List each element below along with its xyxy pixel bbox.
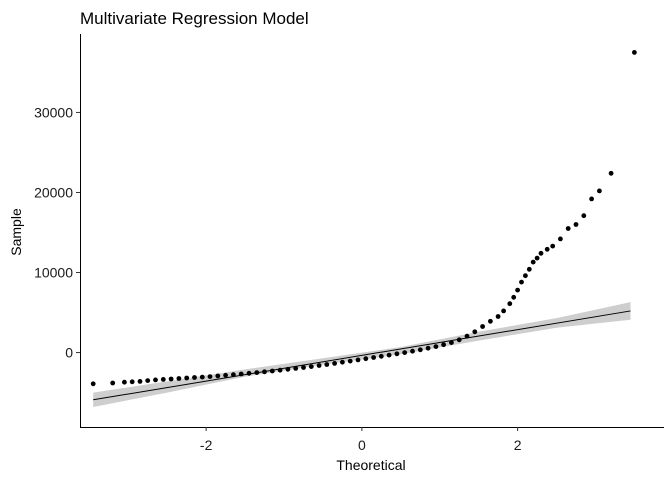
data-point [530,259,536,265]
data-point [425,345,431,351]
data-point [223,372,229,378]
data-point [90,381,96,387]
data-point [538,250,544,256]
x-tick-label: 2 [514,437,522,453]
y-tick-label: 30000 [34,104,73,120]
data-point [394,351,400,357]
data-point [597,188,602,194]
data-point [184,375,190,381]
data-point [544,246,550,252]
data-point [402,350,408,355]
y-tick-label: 10000 [34,265,73,281]
confidence-band [93,302,631,407]
data-point [293,366,299,371]
data-point [386,352,392,358]
data-point [308,364,314,369]
data-point [519,279,524,285]
data-point [511,294,517,300]
data-point [207,374,213,379]
data-point [632,50,637,55]
plot-area [90,50,637,407]
reference-line [93,310,631,401]
data-point [456,337,462,343]
data-point [238,371,244,377]
data-point [215,373,221,379]
data-point [324,362,330,367]
data-point [176,376,182,381]
data-point [550,243,556,249]
data-point [441,342,446,348]
data-point [526,266,532,272]
data-point [515,287,520,293]
data-point [199,374,205,380]
data-point [410,348,415,354]
x-axis-label: Theoretical [336,457,405,473]
data-point [137,379,143,384]
x-tick-label: 0 [358,437,366,453]
data-point [608,170,614,176]
data-point [355,357,361,363]
data-point [581,213,587,219]
data-point [573,222,579,227]
data-point [534,255,540,261]
data-point [507,301,513,307]
data-point [269,368,275,374]
chart-title: Multivariate Regression Model [80,9,309,28]
x-axis-ticks: -2 0 2 [200,427,522,453]
y-axis-ticks: 0 10000 20000 30000 [34,104,80,361]
y-tick-label: 20000 [34,184,73,200]
y-tick-label: 0 [65,345,73,361]
data-point [417,347,423,353]
data-point [231,372,236,378]
data-point [262,369,267,375]
data-point [501,308,506,314]
data-point [129,379,135,385]
data-point [192,375,197,380]
data-point [449,340,454,345]
data-point [472,329,478,335]
data-point [363,356,369,362]
data-point [371,355,376,360]
data-point [168,376,174,382]
data-point [254,370,260,375]
data-point [160,377,166,382]
x-tick-label: -2 [200,437,213,453]
data-point [589,196,594,202]
data-point [340,359,345,365]
data-point [523,273,528,279]
data-point [565,226,571,231]
data-point [285,366,291,372]
data-point [122,379,127,385]
data-point [246,370,252,376]
data-point [558,236,563,242]
data-point [464,333,470,339]
data-point [433,344,439,349]
data-point [495,314,501,319]
data-point [301,365,306,370]
data-point [347,358,353,364]
data-point [480,324,485,329]
data-point [378,353,384,359]
data-point [488,318,493,324]
data-point [316,363,322,368]
data-point [145,378,151,383]
data-point [110,380,116,386]
data-point [332,361,337,366]
data-point [153,377,158,383]
y-axis-label: Sample [8,208,24,256]
data-point [277,367,283,373]
data-points [90,50,637,387]
